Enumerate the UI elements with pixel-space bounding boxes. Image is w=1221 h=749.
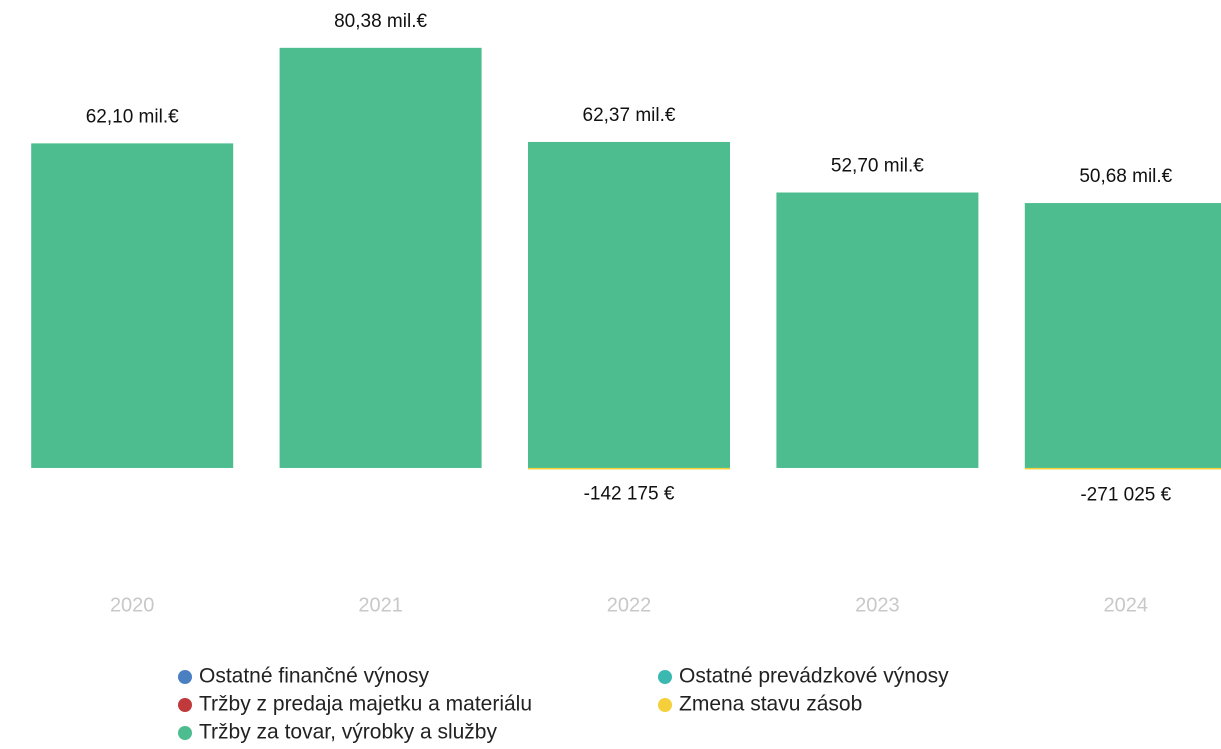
x-tick-label: 2024 [1104, 594, 1149, 616]
x-tick-label: 2022 [607, 594, 652, 616]
bar-segment [1024, 203, 1221, 468]
bar-segment [279, 47, 482, 468]
value-label: 62,37 mil.€ [583, 105, 676, 126]
value-label: 62,10 mil.€ [86, 106, 179, 127]
legend-marker [658, 670, 672, 684]
bar-segment [31, 143, 234, 468]
value-label: -271 025 € [1080, 484, 1171, 505]
value-label: 80,38 mil.€ [334, 11, 427, 32]
legend-label: Tržby za tovar, výrobky a služby [199, 721, 497, 744]
legend-marker [178, 726, 192, 740]
bar-segment [776, 192, 979, 468]
legend-label: Ostatné finančné výnosy [199, 665, 429, 688]
value-label: 52,70 mil.€ [831, 156, 924, 177]
legend-label: Ostatné prevádzkové výnosy [679, 665, 949, 688]
x-tick-label: 2020 [110, 594, 155, 616]
bar-segment [1024, 467, 1221, 470]
legend-label: Zmena stavu zásob [679, 693, 862, 716]
bar-segment [528, 467, 730, 470]
value-label: -142 175 € [584, 484, 675, 505]
x-tick-label: 2021 [358, 594, 403, 616]
legend-marker [178, 670, 192, 684]
bar-segment [528, 141, 730, 468]
x-tick-label: 2023 [855, 594, 900, 616]
legend-label: Tržby z predaja majetku a materiálu [199, 693, 532, 716]
legend-marker [658, 698, 672, 712]
value-label: 50,68 mil.€ [1079, 166, 1172, 187]
legend-marker [178, 698, 192, 712]
